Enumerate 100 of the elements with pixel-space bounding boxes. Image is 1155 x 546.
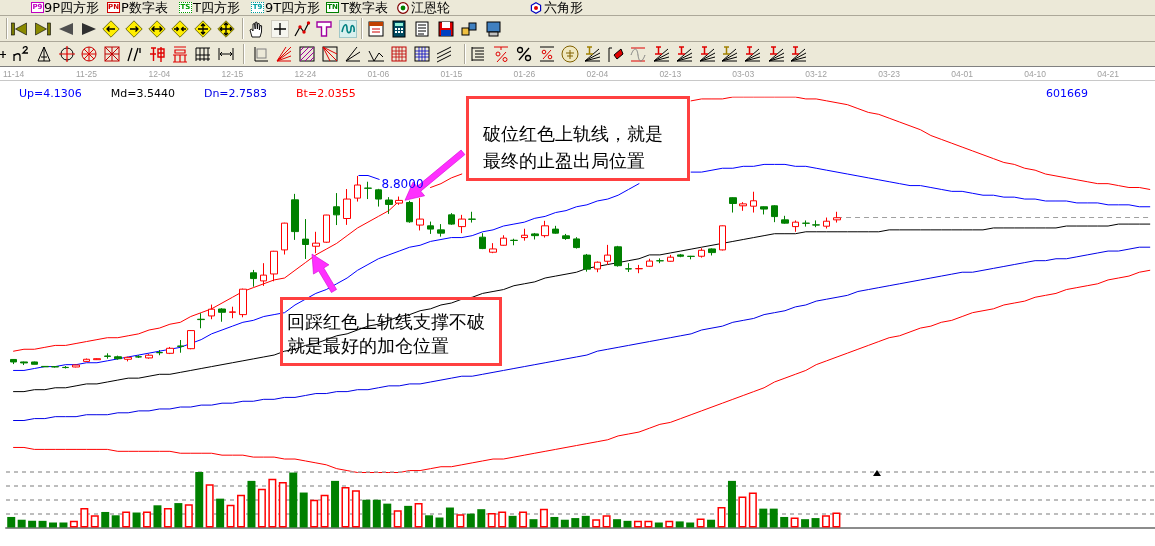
bar <box>727 480 736 528</box>
bar <box>592 519 601 528</box>
bar <box>331 480 340 528</box>
candlestick <box>500 234 507 247</box>
x-tick-label: 11-25 <box>75 69 98 79</box>
bar <box>28 520 37 528</box>
bar <box>205 484 214 528</box>
bar <box>414 503 423 528</box>
bar <box>665 520 674 528</box>
candlestick <box>448 212 455 226</box>
candlestick <box>187 329 195 350</box>
bar <box>49 522 57 528</box>
x-tick-label: 04-21 <box>1097 69 1120 79</box>
bar <box>299 492 308 528</box>
text: 六角形 <box>544 0 583 15</box>
candlestick <box>750 191 757 214</box>
bar <box>686 522 695 528</box>
candlestick <box>343 188 351 226</box>
bar <box>90 515 99 528</box>
candlestick <box>739 201 747 212</box>
bar <box>456 514 465 528</box>
bar <box>707 519 716 528</box>
bar <box>581 515 590 528</box>
candlestick <box>458 214 466 234</box>
candlestick <box>604 244 611 266</box>
candlestick <box>312 231 320 254</box>
bar <box>278 481 287 528</box>
candlestick <box>10 358 17 365</box>
bar <box>539 508 548 528</box>
text: P数字表 <box>121 0 168 15</box>
candlestick <box>20 361 28 366</box>
candlestick <box>395 196 403 206</box>
bar <box>780 516 789 528</box>
bar <box>132 512 141 528</box>
callout-box: 破位红色上轨线，就是最终的止盈出局位置 <box>466 96 690 181</box>
bar <box>477 509 486 528</box>
x-tick-label: 12-04 <box>148 69 171 79</box>
bar <box>654 522 663 528</box>
x-tick-label: 12-24 <box>294 69 317 79</box>
x-tick-label: 01-26 <box>513 69 536 79</box>
candlestick <box>687 255 695 260</box>
bar <box>372 499 381 528</box>
candlestick <box>323 214 330 244</box>
candlestick <box>625 262 632 273</box>
candlestick <box>541 220 549 239</box>
candlestick <box>406 200 413 224</box>
candlestick <box>72 363 80 368</box>
candlestick <box>708 247 716 256</box>
candlestick <box>792 219 799 233</box>
bar <box>351 490 360 528</box>
bar <box>111 515 120 528</box>
bar <box>184 504 193 528</box>
bar <box>811 518 820 528</box>
bar <box>571 518 580 528</box>
x-tick-label: 04-10 <box>1024 69 1047 79</box>
bar <box>466 513 475 528</box>
candlestick <box>135 354 142 359</box>
x-tick-label: 02-04 <box>586 69 609 79</box>
bar <box>341 486 350 528</box>
candlestick <box>812 219 820 228</box>
candlestick <box>93 357 101 361</box>
bar <box>195 472 204 528</box>
candlestick <box>437 223 445 238</box>
bar <box>268 478 277 528</box>
candlestick <box>802 219 810 228</box>
candlestick <box>260 262 267 287</box>
bar <box>832 512 841 528</box>
candlestick <box>83 358 90 363</box>
bar <box>38 520 47 528</box>
candlestick <box>427 221 434 235</box>
bar <box>769 508 778 528</box>
bar <box>696 518 705 528</box>
bar <box>633 520 642 528</box>
text: T数字表 <box>341 0 388 15</box>
candlestick <box>729 196 737 214</box>
bar <box>163 508 172 528</box>
candlestick <box>114 355 122 361</box>
candlestick <box>302 218 309 260</box>
bar <box>362 499 371 528</box>
candlestick <box>250 269 257 288</box>
candlestick <box>197 312 205 329</box>
bar <box>310 499 319 528</box>
candlestick <box>573 236 580 250</box>
candlestick <box>218 307 226 323</box>
bar <box>257 488 266 528</box>
candlestick <box>31 361 38 365</box>
candlestick <box>698 247 705 259</box>
x-tick-label: 12-15 <box>221 69 244 79</box>
candlestick <box>646 258 653 268</box>
bar <box>487 513 496 528</box>
bar <box>7 516 16 528</box>
candlestick <box>833 211 841 224</box>
candlestick <box>771 204 778 223</box>
candlestick <box>239 288 247 318</box>
candlestick <box>156 349 163 356</box>
bar <box>560 519 569 528</box>
candlestick <box>145 353 153 360</box>
text: Dn=2.7583 <box>203 87 268 100</box>
bar <box>289 472 298 528</box>
candlestick <box>521 228 528 242</box>
